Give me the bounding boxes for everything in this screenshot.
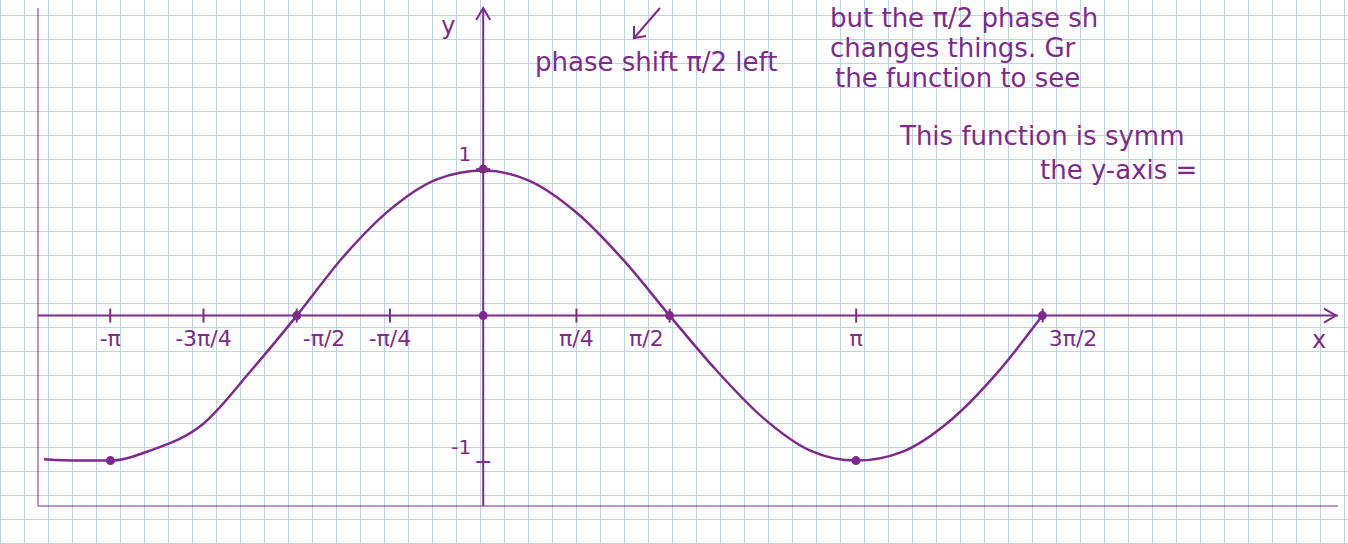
svg-text:-1: -1 xyxy=(451,435,471,459)
html-text:the function to see: the function to see xyxy=(835,63,1081,93)
svg-text:π/4: π/4 xyxy=(559,326,594,351)
svg-text:-π/4: -π/4 xyxy=(369,326,412,351)
svg-text:-π: -π xyxy=(100,326,121,351)
html-text:changes things. Gr: changes things. Gr xyxy=(830,33,1076,63)
html-text:phase shift π/2 left: phase shift π/2 left xyxy=(535,47,778,77)
html-text:but the π/2 phase sh: but the π/2 phase sh xyxy=(830,3,1099,33)
svg-text:π: π xyxy=(850,326,863,351)
html-text:This function is symm: This function is symm xyxy=(900,121,1185,151)
svg-text:1: 1 xyxy=(458,142,471,166)
svg-text:π/2: π/2 xyxy=(629,326,664,351)
svg-text:-π/2: -π/2 xyxy=(303,326,346,351)
html-text:y: y xyxy=(441,12,456,40)
svg-text:3π/2: 3π/2 xyxy=(1049,326,1098,351)
html-text:the y-axis =: the y-axis = xyxy=(1040,155,1198,185)
html-text:x: x xyxy=(1312,325,1327,354)
svg-text:-3π/4: -3π/4 xyxy=(175,326,232,351)
